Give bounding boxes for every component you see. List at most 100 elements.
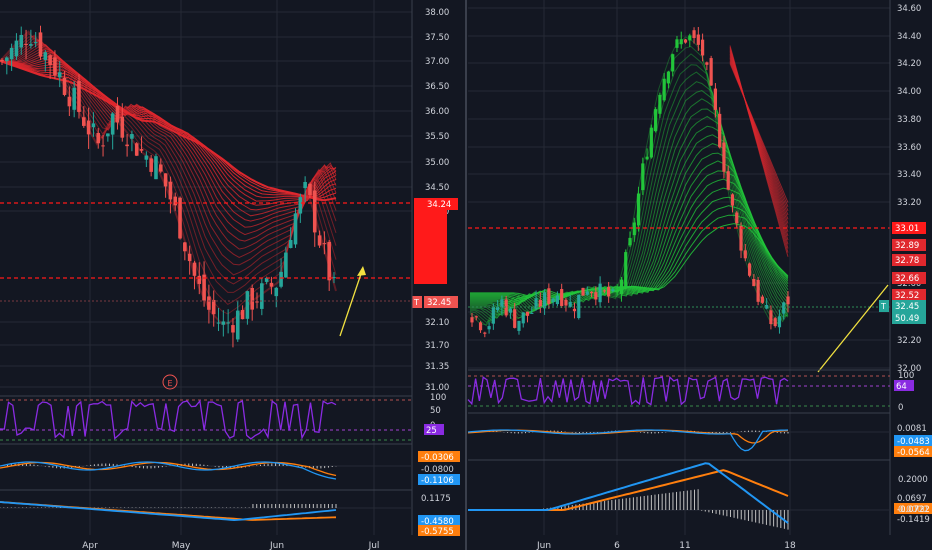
candle-body: [773, 318, 777, 327]
macd-value-label: -0.0306: [421, 453, 454, 463]
macd-value-label: 0.0081: [897, 424, 927, 434]
ma-line: [470, 143, 789, 309]
axis-price-label: 32.66: [895, 274, 919, 284]
axis-price-label: 32.78: [895, 256, 919, 266]
candle-body: [125, 144, 129, 147]
candle-body: [752, 278, 756, 287]
macd-value-label: 0.0697: [897, 494, 927, 504]
candle-body: [216, 322, 221, 324]
candle-body: [67, 96, 72, 107]
candle-body: [86, 120, 91, 135]
candle-body: [322, 243, 327, 245]
axis-price-tag: [892, 300, 926, 312]
candle-body: [671, 54, 675, 72]
candle-body: [760, 296, 764, 303]
y-tick-label: 31.35: [425, 362, 449, 372]
candle-body: [293, 213, 298, 245]
macd-value-label: -0.0483: [897, 437, 930, 447]
candle-body: [154, 156, 158, 180]
y-tick-label: 34.40: [897, 32, 921, 42]
candle-body: [115, 105, 120, 123]
x-tick-label: Jul: [368, 541, 380, 550]
candle-body: [53, 57, 57, 76]
macd-value-tag: [418, 515, 460, 526]
candles-left: [0, 25, 336, 348]
rsi-tick-label: 50: [430, 406, 441, 416]
candle-body: [192, 262, 197, 276]
candle-body: [521, 312, 525, 324]
candle-body: [688, 35, 692, 41]
macd-line: [0, 501, 337, 522]
candle-body: [284, 252, 288, 278]
candle-body: [207, 296, 211, 310]
y-tick-label: 35.50: [425, 132, 449, 142]
candle-body: [255, 301, 259, 303]
candle-body: [705, 62, 709, 65]
candle-body: [504, 299, 508, 316]
candle-body: [641, 163, 645, 191]
candle-body: [500, 299, 504, 308]
y-tick-label: 38.00: [425, 8, 449, 18]
candle-body: [709, 58, 713, 86]
rsi-line: [467, 375, 789, 406]
candle-body: [173, 196, 178, 206]
earnings-event-label: E: [167, 379, 172, 388]
candle-body: [38, 32, 43, 57]
candle-body: [120, 116, 125, 138]
candle-body: [288, 240, 293, 248]
ma-ribbon-right: [469, 36, 789, 327]
candle-body: [231, 325, 235, 333]
macd-value-label: -0.0564: [897, 448, 930, 458]
candle-body: [577, 294, 581, 319]
y-tick-label: 31.00: [425, 383, 449, 393]
candle-body: [675, 39, 679, 48]
candle-body: [211, 299, 216, 315]
candle-body: [240, 310, 245, 320]
y-tick-label: 34.00: [897, 87, 921, 97]
candle-body: [743, 250, 747, 259]
candle-body: [525, 311, 530, 316]
x-tick-label: 6: [614, 541, 620, 550]
macd-histogram: [532, 489, 789, 530]
macd-signal-line: [0, 501, 337, 521]
candle-body: [110, 113, 115, 135]
y-tick-label: 33.80: [897, 115, 921, 125]
candle-body: [0, 59, 4, 62]
macd-tick-label: 0.2000: [898, 475, 928, 485]
candle-body: [730, 194, 735, 206]
rsi-tick-label: 100: [898, 371, 914, 381]
axis-price-tag: [892, 312, 926, 324]
candle-body: [568, 301, 572, 307]
macd-histogram: [0, 504, 337, 508]
rsi-value-label: 25: [426, 426, 437, 436]
candle-body: [298, 197, 303, 214]
candle-body: [611, 289, 615, 291]
axis-price-tag: [892, 239, 926, 251]
axis-price-tag: [424, 296, 458, 308]
axis-price-label: 32.52: [895, 291, 919, 301]
candle-body: [636, 193, 641, 226]
x-tick-label: 11: [679, 541, 690, 550]
candle-body: [91, 123, 96, 128]
candle-body: [144, 155, 149, 160]
candle-body: [654, 109, 658, 132]
candle-body: [317, 235, 322, 246]
y-tick-label: 34.20: [897, 59, 921, 69]
candle-body: [747, 263, 752, 276]
candle-body: [269, 282, 274, 287]
rsi-value-label: 64: [896, 382, 907, 392]
candle-body: [739, 225, 743, 251]
tag-marker-label: T: [880, 302, 886, 311]
candle-body: [696, 34, 700, 45]
axis-price-label: 32.45: [427, 298, 451, 308]
tag-marker: [879, 300, 889, 312]
candle-body: [474, 316, 478, 318]
macd-signal-line: [0, 461, 337, 477]
candle-body: [726, 171, 730, 190]
candle-body: [530, 312, 534, 314]
macd-line: [0, 461, 337, 480]
candle-body: [722, 142, 726, 172]
candle-body: [19, 34, 24, 48]
macd-tick-label: 0.0000: [898, 505, 928, 515]
